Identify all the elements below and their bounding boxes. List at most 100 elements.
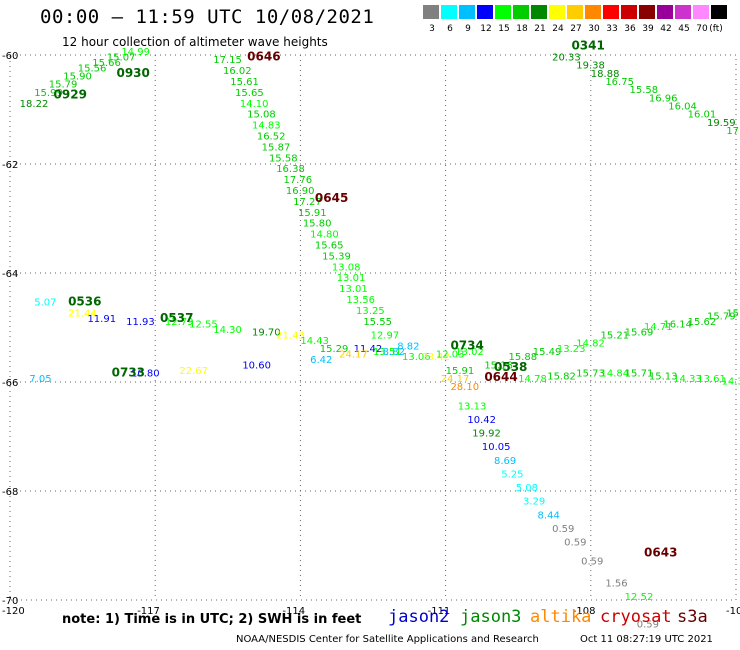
legend-swatch — [657, 5, 673, 19]
lat-tick-label: -68 — [2, 487, 18, 498]
wave-height-label: 15.91 — [298, 208, 327, 219]
wave-height-label: 16.52 — [257, 131, 286, 142]
wave-height-label: 16.90 — [286, 186, 315, 197]
pass-time-label: 0536 — [68, 295, 101, 309]
legend-label: 21 — [534, 24, 546, 34]
wave-height-label: 13.01 — [339, 284, 368, 295]
legend-swatch — [459, 5, 475, 19]
wave-height-marks: 18.2215.9915.7915.9015.5615.6615.0714.99… — [20, 39, 740, 631]
wave-height-label: 14.30 — [721, 377, 740, 388]
wave-height-label: 14.83 — [252, 121, 281, 132]
wave-height-label: 15.13 — [649, 371, 678, 382]
wave-height-label: 10.05 — [482, 442, 511, 453]
wave-height-label: 19.38 — [576, 61, 605, 72]
wave-height-label: 13.01 — [337, 273, 366, 284]
wave-height-label: 15.08 — [247, 110, 276, 121]
wave-height-label: 11.42 — [354, 344, 383, 355]
wave-height-label: 18.22 — [20, 99, 49, 110]
lon-tick-label: -120 — [2, 606, 25, 617]
wave-height-label: 14.78 — [518, 374, 547, 385]
wave-height-label: 18.88 — [591, 69, 620, 80]
sat-altika: altika — [530, 607, 592, 627]
legend-swatch — [603, 5, 619, 19]
lon-tick-label: -108 — [573, 606, 596, 617]
wave-height-label: 13.61 — [697, 374, 726, 385]
wave-height-label: 14.33 — [673, 374, 702, 385]
pass-time-label: 0538 — [494, 360, 527, 374]
wave-height-label: 12.03 — [436, 349, 465, 360]
wave-height-label: 1.56 — [605, 578, 627, 589]
legend-swatch — [711, 5, 727, 19]
wave-height-label: 15.65 — [315, 240, 344, 251]
legend-swatch — [549, 5, 565, 19]
wave-height-label: 8.44 — [538, 510, 560, 521]
legend-label: 42 — [660, 24, 672, 34]
wave-height-label: 15.73 — [576, 369, 605, 380]
track-0646: 17.1516.0215.6115.6514.1015.0814.8316.52… — [213, 55, 399, 341]
sat-jason2: jason2 — [388, 607, 450, 627]
wave-height-label: 15.49 — [533, 347, 562, 358]
wave-height-label: 14.71 — [644, 322, 673, 333]
wave-height-label: 15.87 — [262, 142, 291, 153]
wave-height-label: 15.07 — [107, 52, 136, 63]
lat-tick-label: -66 — [2, 378, 18, 389]
wave-height-label: 15.79 — [707, 311, 736, 322]
legend-label: 18 — [516, 24, 528, 34]
wave-height-label: 22.67 — [179, 366, 208, 377]
pass-time-label: 0644 — [484, 370, 517, 384]
wave-height-label: 19.92 — [472, 429, 501, 440]
wave-height-label: 24.17 — [441, 374, 470, 385]
wave-height-label: 15.29 — [320, 344, 349, 355]
wave-height-label: 15.99 — [34, 88, 63, 99]
wave-height-label: 14.30 — [213, 325, 242, 336]
wave-height-label: 14.80 — [310, 230, 339, 241]
wave-height-label: 12.97 — [371, 330, 400, 341]
wave-height-label: 13.23 — [557, 344, 586, 355]
wave-height-label: 13.51 — [373, 347, 402, 358]
wave-height-label: 15.80 — [303, 219, 332, 230]
pass-time-label: 0643 — [644, 545, 677, 559]
wave-height-label: 5.25 — [501, 469, 523, 480]
pass-time-label: 0341 — [571, 39, 604, 53]
pass-time-label: 0929 — [54, 88, 87, 102]
wave-height-label: 21.44 — [68, 309, 97, 320]
wave-height-label: 24.17 — [339, 349, 368, 360]
wave-height-label: 0.59 — [637, 619, 659, 630]
wave-height-label: 15.39 — [322, 251, 351, 262]
wave-height-label: 15.66 — [92, 58, 121, 69]
lat-tick-label: -62 — [2, 160, 18, 171]
wave-height-label: 20.33 — [552, 52, 581, 63]
wave-height-label: 15.91 — [446, 366, 475, 377]
pass-time-label: 0646 — [247, 49, 280, 63]
wave-height-label: 8.82 — [397, 341, 419, 352]
wave-height-label: 16.38 — [276, 164, 305, 175]
legend-label: 30 — [588, 24, 600, 34]
wave-height-label: 5.08 — [516, 483, 538, 494]
sat-s3a: s3a — [677, 607, 708, 627]
wave-height-label: 6.42 — [310, 355, 332, 366]
wave-height-label: 15.13 — [726, 309, 740, 320]
wave-height-label: 15.21 — [600, 330, 629, 341]
wave-height-label: 12.79 — [165, 317, 194, 328]
wave-height-label: 16.75 — [605, 77, 634, 88]
wave-height-label: 14.84 — [600, 369, 629, 380]
legend-swatch — [423, 5, 439, 19]
wave-height-label: 15.69 — [625, 328, 654, 339]
pass-time-label: 0930 — [116, 66, 149, 80]
wave-height-label: 21.43 — [276, 330, 305, 341]
lon-tick-label: -111 — [428, 606, 451, 617]
legend-swatch — [513, 5, 529, 19]
track-0734: 14.78 15.82 15.7314.8415.7115.1314.3313.61… — [518, 369, 740, 388]
legend-label: 15 — [498, 24, 510, 34]
legend-swatch — [477, 5, 493, 19]
wave-height-label: 16.14 — [663, 320, 692, 331]
wave-height-label: 16.01 — [688, 110, 717, 121]
axes: -120 -117 -114 -111 -108 -10 -60 -62 -64 -66 -68 -7… — [2, 51, 740, 617]
pass-time-label: 0537 — [160, 311, 193, 325]
credit-text: NOAA/NESDIS Center for Satellite Applica… — [236, 634, 539, 645]
wave-height-label: 19.59 — [707, 118, 736, 129]
track-0538: 15.91 15.1815.8815.4913.2314.8215.2115.69… — [446, 309, 740, 377]
legend-swatch — [567, 5, 583, 19]
